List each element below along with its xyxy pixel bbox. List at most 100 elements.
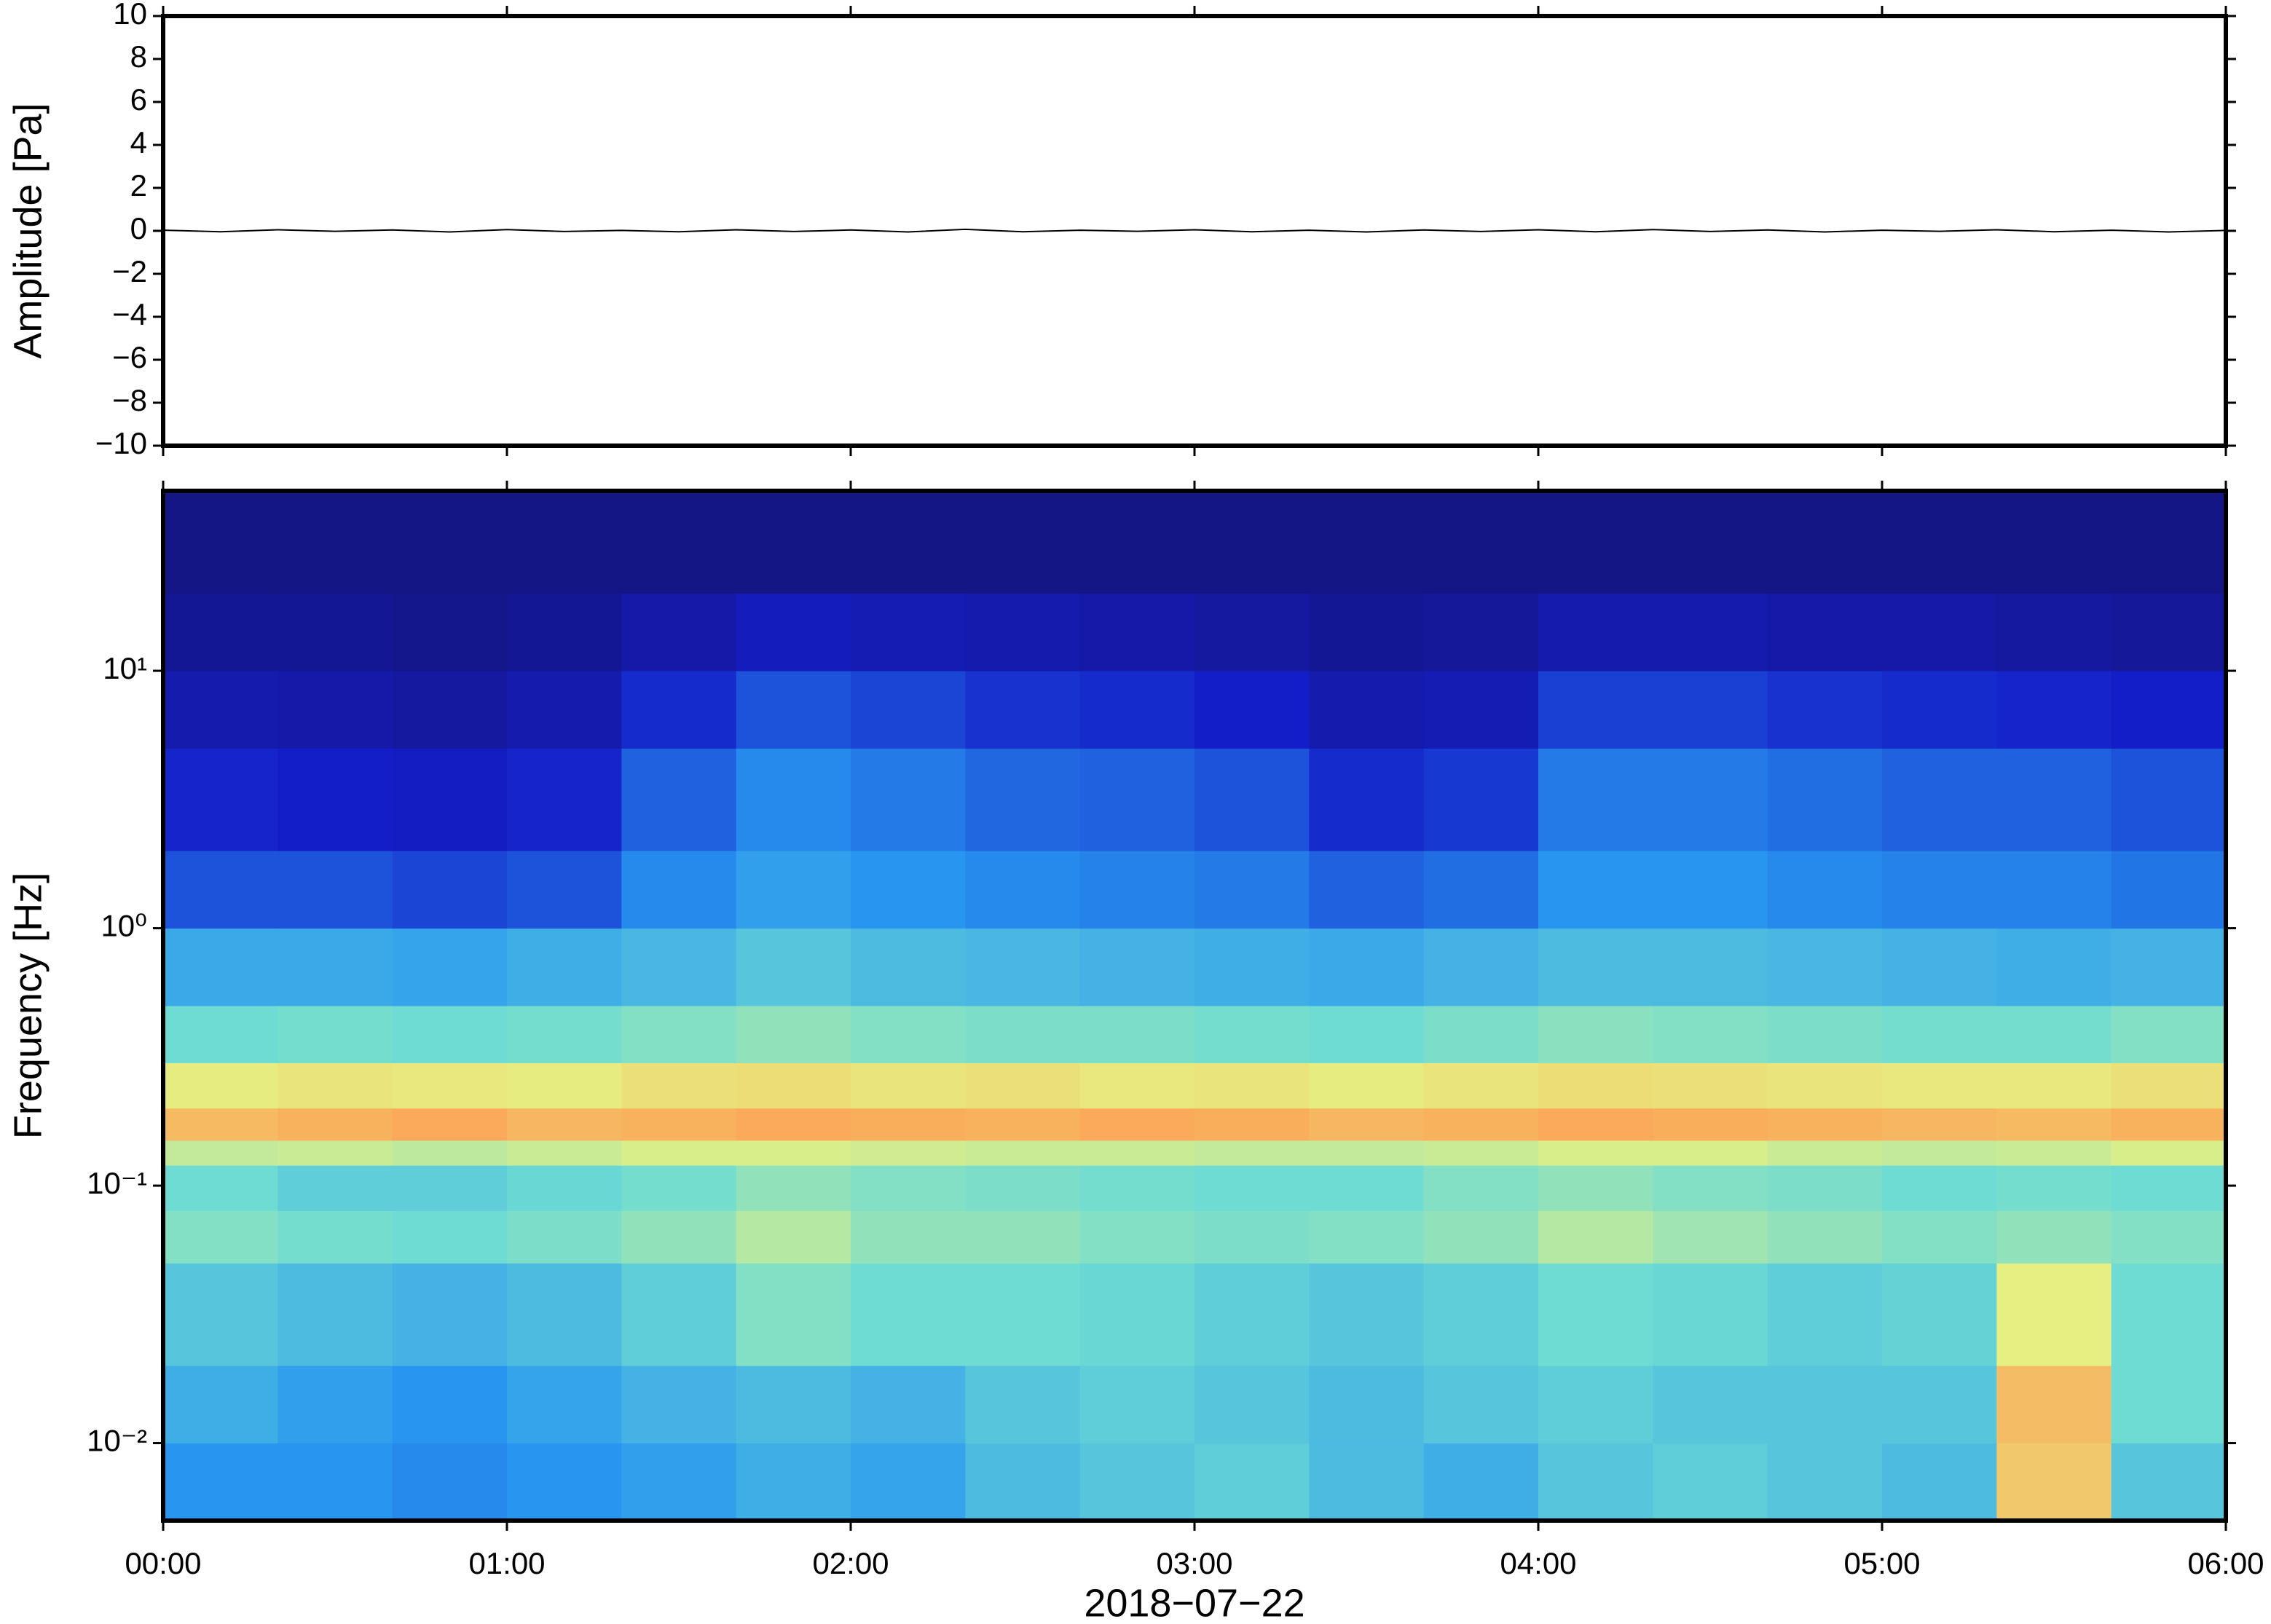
heatmap-cell [1653,851,1768,929]
heatmap-cell [1538,1365,1653,1444]
heatmap-cell [278,928,393,1006]
heatmap-cell [1079,1006,1195,1063]
heatmap-cell [736,1443,851,1521]
heatmap-cell [1079,491,1195,594]
waveform [162,228,2227,233]
heatmap-cell [1079,1165,1195,1211]
y-tick-label: 0 [130,211,147,245]
heatmap-cell [1194,1108,1310,1141]
heatmap-cell [736,1165,851,1211]
heatmap-cell [1882,1263,1997,1366]
heatmap-cell [736,1063,851,1109]
heatmap-cell [1996,1365,2112,1444]
heatmap-cell [736,1108,851,1141]
y-tick-label: −10 [95,426,147,460]
heatmap-cell [1653,1443,1768,1521]
heatmap-cell [1996,928,2112,1006]
heatmap-cell [1079,1443,1195,1521]
heatmap-cell [392,928,508,1006]
heatmap-cell [1194,1006,1310,1063]
heatmap-cell [507,851,622,929]
heatmap-cell [507,1365,622,1444]
heatmap-cell [1882,1210,1997,1264]
heatmap-cell [1767,1210,1883,1264]
heatmap-cell [1996,1063,2112,1109]
heatmap-cell [163,671,278,749]
heatmap-cell [163,1365,278,1444]
heatmap-cell [1996,1165,2112,1211]
heatmap-cell [1194,593,1310,671]
heatmap-cell [1079,1263,1195,1366]
heatmap-cell [163,491,278,594]
heatmap-cell [1538,491,1653,594]
heatmap-cell [965,1263,1081,1366]
heatmap-cell [163,748,278,851]
heatmap-cell [1996,491,2112,594]
heatmap-cell [278,491,393,594]
heatmap-cell [1996,1140,2112,1166]
heatmap-cell [736,748,851,851]
heatmap-cell [507,491,622,594]
heatmap-cell [507,671,622,749]
heatmap-cell [392,491,508,594]
heatmap-cell [278,1165,393,1211]
y-tick-label: 2 [130,168,147,202]
heatmap-cell [736,928,851,1006]
heatmap-cell [1882,748,1997,851]
heatmap-cell [392,1443,508,1521]
heatmap-cell [1767,1443,1883,1521]
y-tick-label: −2 [112,254,147,288]
heatmap-cell [1423,1263,1539,1366]
heatmap-cell [278,671,393,749]
heatmap-cell [507,748,622,851]
heatmap-cell [1882,593,1997,671]
heatmap-cell [851,851,966,929]
heatmap-cell [2111,1263,2227,1366]
heatmap-cell [163,851,278,929]
heatmap-cell [851,491,966,594]
y-tick-label: 10¹ [103,651,147,685]
heatmap-cell [163,928,278,1006]
heatmap-cell [736,671,851,749]
heatmap-cell [1767,1108,1883,1141]
heatmap-cell [736,1006,851,1063]
heatmap-cell [1996,851,2112,929]
heatmap-cell [965,851,1081,929]
heatmap-cell [1194,1365,1310,1444]
heatmap-cell [1996,1006,2112,1063]
heatmap-cell [1194,1210,1310,1264]
heatmap-cell [507,1443,622,1521]
heatmap-cell [507,1006,622,1063]
heatmap-cell [2111,593,2227,671]
y-tick-label: 10⁰ [101,909,147,943]
heatmap-cell [507,593,622,671]
heatmap-cell [278,1443,393,1521]
heatmap-cell [736,1210,851,1264]
heatmap-cell [1079,1210,1195,1264]
heatmap-cell [1194,1443,1310,1521]
heatmap-cell [1653,593,1768,671]
heatmap-cell [278,1210,393,1264]
heatmap-cell [2111,851,2227,929]
heatmap-cell [1309,851,1425,929]
heatmap-cell [1538,1263,1653,1366]
heatmap-cell [1882,1006,1997,1063]
heatmap-cell [1423,671,1539,749]
heatmap-cell [392,1210,508,1264]
heatmap-cell [1309,1108,1425,1141]
heatmap-cell [1538,1165,1653,1211]
heatmap-cell [1538,748,1653,851]
heatmap-cell [1882,928,1997,1006]
heatmap-cell [392,593,508,671]
heatmap-cell [965,1210,1081,1264]
heatmap-cell [278,1006,393,1063]
heatmap-cell [736,1365,851,1444]
heatmap-cell [1767,748,1883,851]
heatmap-cell [1079,671,1195,749]
heatmap-cell [1653,1063,1768,1109]
heatmap-cell [965,928,1081,1006]
y-axis-label: Frequency [Hz] [6,872,50,1139]
heatmap-cell [1423,1443,1539,1521]
heatmap-cell [621,1165,737,1211]
heatmap-cell [1653,1006,1768,1063]
